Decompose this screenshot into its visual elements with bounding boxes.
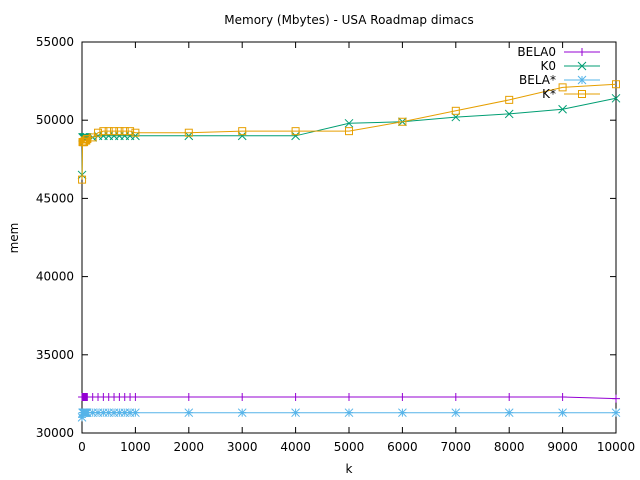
data-point (504, 408, 514, 418)
data-point (131, 408, 140, 418)
data-point (611, 408, 621, 418)
data-point (238, 393, 247, 402)
data-point (115, 127, 124, 136)
data-point (120, 408, 130, 418)
axis-ticks: 0 1000 2000 3000 4000 5000 6000 7000 8000 9000 100… (36, 35, 635, 454)
data-point (558, 83, 567, 92)
y-tick-label: 40000 (36, 270, 74, 284)
data-point (83, 134, 92, 143)
series-bela (77, 408, 621, 422)
y-tick-label: 35000 (36, 348, 74, 362)
x-tick-label: 0 (78, 440, 86, 454)
x-tick-label: 2000 (174, 440, 205, 454)
series-k (78, 80, 620, 184)
data-point (104, 408, 114, 418)
series-line (81, 97, 617, 175)
x-axis-label: k (346, 462, 353, 476)
data-point (291, 127, 300, 136)
data-point (115, 408, 124, 418)
data-point (238, 127, 247, 136)
data-point (344, 118, 354, 128)
data-point (131, 393, 140, 402)
series-layer (77, 80, 621, 422)
legend-marker (578, 48, 586, 56)
data-point (126, 127, 135, 136)
y-tick-label: 45000 (36, 191, 74, 205)
data-point (88, 408, 98, 418)
legend-marker (577, 75, 587, 85)
data-point (345, 393, 353, 402)
data-point (104, 127, 113, 136)
data-point (99, 408, 108, 418)
legend-label: K* (542, 87, 556, 101)
y-tick-label: 55000 (36, 35, 74, 49)
series-line (81, 83, 617, 180)
legend-marker (577, 61, 587, 71)
data-point (77, 413, 87, 422)
data-point (184, 128, 193, 137)
y-tick-label: 50000 (36, 113, 74, 127)
data-point (451, 408, 461, 418)
legend-label: K0 (540, 59, 556, 73)
data-point (612, 394, 620, 403)
data-point (451, 106, 460, 115)
data-point (131, 128, 140, 137)
data-point (109, 408, 119, 418)
data-point (577, 61, 587, 71)
data-point (237, 131, 247, 141)
data-point (398, 117, 407, 126)
data-point (184, 408, 194, 418)
x-tick-label: 3000 (227, 440, 258, 454)
x-tick-label: 7000 (441, 440, 472, 454)
data-point (94, 128, 103, 137)
y-axis-label: mem (7, 223, 21, 254)
y-tick-label: 30000 (36, 426, 74, 440)
x-tick-label: 4000 (280, 440, 311, 454)
data-point (577, 75, 587, 85)
x-tick-label: 9000 (547, 440, 578, 454)
data-point (291, 408, 300, 418)
x-tick-label: 5000 (334, 440, 365, 454)
data-point (451, 393, 460, 402)
chart-title: Memory (Mbytes) - USA Roadmap dimacs (224, 13, 473, 27)
data-point (398, 393, 407, 402)
data-point (578, 90, 586, 98)
data-point (505, 393, 514, 402)
data-point (93, 408, 103, 418)
series-k0 (77, 93, 621, 180)
x-tick-label: 8000 (494, 440, 525, 454)
data-point (125, 408, 135, 418)
x-tick-label: 10000 (597, 440, 635, 454)
data-point (237, 408, 247, 418)
data-point (558, 104, 567, 114)
data-point (184, 393, 193, 402)
legend-label: BELA0 (517, 45, 556, 59)
data-point (78, 175, 87, 184)
series-bela0 (78, 393, 620, 403)
x-tick-label: 6000 (387, 440, 418, 454)
data-point (558, 393, 567, 402)
data-point (291, 393, 300, 402)
legend-label: BELA* (519, 73, 556, 87)
x-tick-label: 1000 (120, 440, 151, 454)
data-point (578, 48, 586, 56)
plot-area-frame (81, 41, 617, 434)
data-point (505, 95, 514, 104)
data-point (291, 131, 300, 141)
data-point (612, 80, 620, 89)
data-point (344, 408, 354, 418)
data-point (398, 408, 407, 418)
data-point (99, 127, 108, 136)
data-point (558, 408, 567, 418)
legend-marker (578, 90, 586, 98)
data-point (82, 408, 92, 418)
data-point (120, 127, 129, 136)
data-point (611, 93, 621, 103)
data-point (504, 109, 514, 119)
data-point (110, 127, 119, 136)
data-point (88, 133, 97, 142)
data-point (345, 127, 353, 136)
